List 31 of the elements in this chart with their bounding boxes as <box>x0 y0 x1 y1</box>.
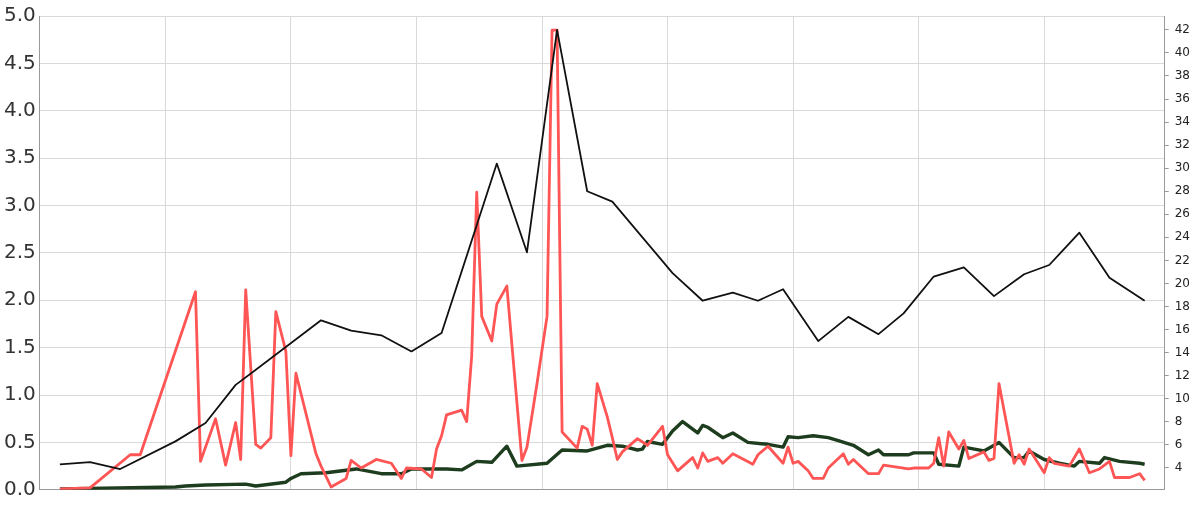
y2-tick-label: 32 <box>1174 137 1191 152</box>
y2-tick-label: 38 <box>1174 68 1191 83</box>
y-tick-label: 1.5 <box>3 333 36 358</box>
y2-tick-label: 28 <box>1174 183 1191 198</box>
y-tick-label: 2.5 <box>3 239 36 264</box>
y2-tick-label: 26 <box>1174 206 1191 221</box>
y-tick-label: 3.5 <box>3 144 36 169</box>
y2-tick-label: 4 <box>1174 460 1183 475</box>
y2-tick-label: 20 <box>1174 275 1191 290</box>
y2-tick-label: 42 <box>1174 21 1191 36</box>
y2-tick-label: 22 <box>1174 252 1191 267</box>
y2-tick-label: 34 <box>1174 114 1191 129</box>
y2-tick-label: 12 <box>1174 367 1191 382</box>
y-tick-label: 3.0 <box>3 191 36 216</box>
y2-tick-label: 16 <box>1174 321 1191 336</box>
y2-tick-label: 18 <box>1174 298 1191 313</box>
y2-tick-label: 36 <box>1174 91 1191 106</box>
y2-tick-label: 30 <box>1174 160 1191 175</box>
y-tick-label: 5.0 <box>3 2 36 27</box>
y2-tick-label: 14 <box>1174 344 1191 359</box>
y2-tick-label: 6 <box>1174 436 1183 451</box>
y-tick-label: 1.0 <box>3 381 36 406</box>
y-tick-label: 4.0 <box>3 96 36 121</box>
y-tick-label: 2.0 <box>3 286 36 311</box>
y2-tick-label: 40 <box>1174 45 1191 60</box>
y2-tick-label: 8 <box>1174 413 1183 428</box>
y-tick-label: 0.5 <box>3 428 36 453</box>
y-tick-label: 0.0 <box>3 476 36 500</box>
y-tick-label: 4.5 <box>3 49 36 74</box>
y2-tick-label: 24 <box>1174 229 1191 244</box>
y2-tick-label: 10 <box>1174 390 1191 405</box>
